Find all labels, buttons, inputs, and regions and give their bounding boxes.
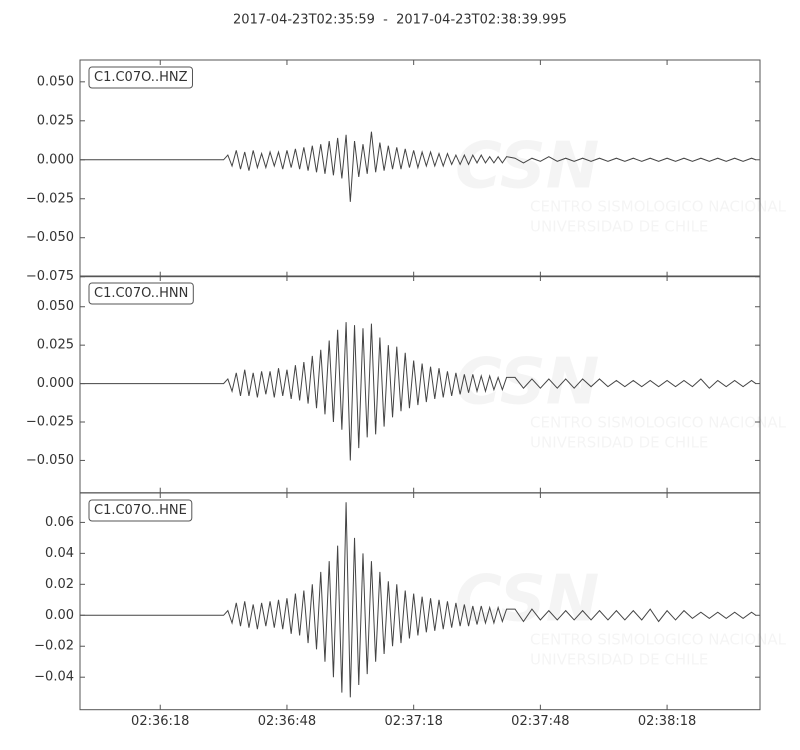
trace-label-text: C1.C07O..HNN	[94, 286, 188, 301]
x-tick-label: 02:37:18	[384, 714, 442, 729]
trace-label-box	[88, 282, 194, 305]
x-tick-label: 02:36:48	[258, 714, 316, 729]
y-tick-label: −0.02	[34, 639, 74, 654]
y-tick-label: 0.00	[45, 608, 74, 623]
plot-frame	[79, 59, 761, 278]
x-tick-label: 02:38:18	[638, 714, 696, 729]
y-tick-label: 0.050	[37, 74, 74, 89]
chart-title: 2017-04-23T02:35:59 - 2017-04-23T02:38:3…	[233, 13, 567, 28]
y-tick-label: 0.02	[45, 577, 74, 592]
y-tick-label: 0.000	[37, 376, 74, 391]
y-tick-label: −0.050	[26, 230, 74, 245]
x-tick-label: 02:37:48	[511, 714, 569, 729]
trace-label-text: C1.C07O..HNZ	[94, 70, 188, 85]
y-tick-label: 0.025	[37, 113, 74, 128]
y-tick-label: 0.06	[45, 515, 74, 530]
watermark-logo: CSN	[455, 130, 599, 204]
watermark-text: CENTRO SISMOLOGICO NACIONAL	[530, 414, 787, 432]
trace-label: C1.C07O..HNZ	[88, 66, 193, 89]
trace-label-text: C1.C07O..HNE	[94, 503, 187, 518]
watermark-logo: CSN	[455, 563, 599, 637]
waveform	[80, 502, 757, 698]
y-tick-label: 0.025	[37, 338, 74, 353]
y-tick-label: 0.04	[45, 546, 74, 561]
watermark-text: UNIVERSIDAD DE CHILE	[530, 651, 708, 669]
plot-frame	[79, 492, 761, 711]
waveform	[80, 131, 756, 202]
trace-label: C1.C07O..HNE	[88, 499, 193, 522]
y-tick-label: −0.025	[26, 191, 74, 206]
waveform	[80, 322, 757, 461]
trace-label-box	[88, 66, 193, 89]
y-tick-label: −0.075	[26, 269, 74, 284]
y-tick-label: −0.025	[26, 415, 74, 430]
trace-label-box	[88, 499, 193, 522]
watermark-text: CENTRO SISMOLOGICO NACIONAL	[530, 631, 787, 649]
watermark-logo: CSN	[455, 346, 599, 420]
y-tick-label: 0.050	[37, 299, 74, 314]
y-tick-label: 0.000	[37, 152, 74, 167]
y-tick-label: −0.050	[26, 453, 74, 468]
x-tick-label: 02:36:18	[131, 714, 189, 729]
y-tick-label: −0.04	[34, 670, 74, 685]
watermark-text: UNIVERSIDAD DE CHILE	[530, 218, 708, 236]
trace-label: C1.C07O..HNN	[88, 282, 194, 305]
watermark-text: UNIVERSIDAD DE CHILE	[530, 434, 708, 452]
watermark-text: CENTRO SISMOLOGICO NACIONAL	[530, 198, 787, 216]
